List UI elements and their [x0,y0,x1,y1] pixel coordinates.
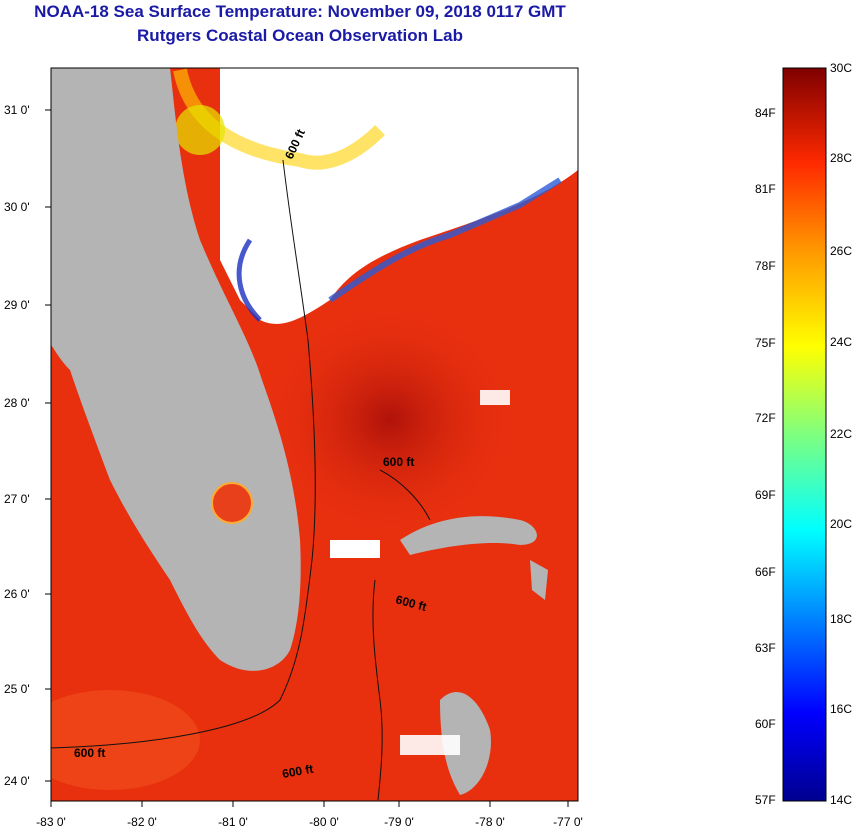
colorbar-celsius-label: 14C [830,793,853,807]
colorbar-fahrenheit-label: 75F [755,336,776,350]
map-frame [50,67,579,802]
lon-label: -78 0' [475,815,505,829]
colorbar-fahrenheit-label: 72F [755,411,776,425]
lat-label: 29 0' [4,298,30,312]
longitude-axis: -83 0' -82 0' -81 0' -80 0' -79 0' -78 0' -77 … [36,801,583,829]
andros-island [440,691,491,795]
colorbar-celsius-label: 16C [830,702,853,716]
lat-label: 30 0' [4,200,30,214]
colorbar-celsius-label: 20C [830,517,853,531]
colorbar-celsius-label: 18C [830,612,853,626]
colorbar [782,67,827,802]
lat-label: 26 0' [4,587,30,601]
lon-label: -79 0' [384,815,414,829]
cloud-cover [220,68,578,324]
colorbar-fahrenheit-label: 69F [755,488,776,502]
isobath-600ft [51,159,316,749]
latitude-axis: 31 0' 30 0' 29 0' 28 0' 27 0' 26 0' 25 0' 24 0' [4,103,51,788]
lat-label: 24 0' [4,774,30,788]
lon-label: -80 0' [309,815,339,829]
colorbar-fahrenheit-label: 78F [755,259,776,273]
colorbar-fahrenheit-label: 66F [755,565,776,579]
title-line-2: Rutgers Coastal Ocean Observation Lab [137,26,463,45]
colorbar-celsius-label: 30C [830,61,853,75]
contour-label: 600 ft [383,455,414,469]
colorbar-celsius-label: 28C [830,151,853,165]
colorbar-celsius-label: 26C [830,244,853,258]
colorbar-fahrenheit-label: 84F [755,106,776,120]
colorbar-fahrenheit-label: 60F [755,717,776,731]
lat-label: 31 0' [4,103,30,117]
colorbar-fahrenheit-label: 81F [755,182,776,196]
map-image [51,68,578,801]
title-line-1: NOAA-18 Sea Surface Temperature: Novembe… [34,2,566,21]
lon-label: -82 0' [127,815,157,829]
colorbar-fahrenheit-label: 63F [755,641,776,655]
lat-label: 25 0' [4,682,30,696]
bahamas-north [400,516,537,555]
lat-label: 27 0' [4,492,30,506]
lon-label: -83 0' [36,815,66,829]
colorbar-celsius-label: 24C [830,335,853,349]
colorbar-celsius-label: 22C [830,427,853,441]
lon-label: -81 0' [218,815,248,829]
contour-label: 600 ft [74,746,105,760]
colorbar-fahrenheit-label: 57F [755,793,776,807]
lon-label: -77 0' [553,815,583,829]
lat-label: 28 0' [4,396,30,410]
lake-okeechobee [211,482,253,524]
contour-label: 600 ft [281,762,314,781]
